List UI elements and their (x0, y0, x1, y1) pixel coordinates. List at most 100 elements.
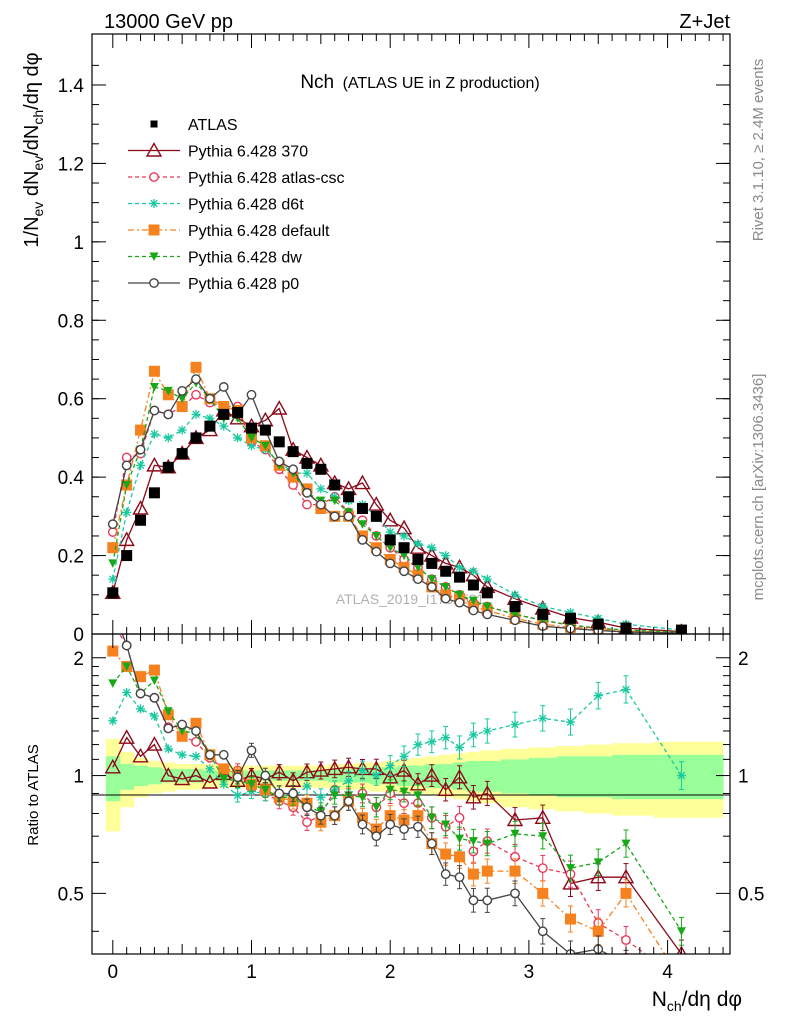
ratio-point-p370 (479, 785, 496, 800)
main-plot-area: ATLAS_2019_I1736531 (104, 361, 688, 634)
header-right: Z+Jet (679, 11, 730, 33)
point-d6t (427, 543, 437, 553)
point-p370 (271, 400, 288, 415)
point-dw (260, 441, 270, 451)
point-d6t (593, 613, 603, 623)
point-dw (371, 531, 381, 541)
point-p370 (368, 496, 385, 511)
point-d6t (205, 413, 215, 423)
ratio-xlabel: Nch/dη dφ (652, 988, 742, 1014)
ratio-point-p0 (149, 692, 160, 703)
ratio-point-dw (219, 774, 229, 784)
main-ytick-label: 1 (73, 233, 84, 254)
point-atlas (565, 612, 576, 624)
point-default (148, 365, 160, 377)
ratio-point-p0 (260, 770, 271, 781)
point-p370 (118, 531, 135, 547)
legend-label: ATLAS (188, 117, 238, 134)
point-atlas (370, 510, 382, 522)
ratio-point-p0 (288, 788, 299, 799)
xtick-label: 4 (662, 962, 673, 983)
legend-marker (149, 199, 159, 208)
ratio-point-default (620, 887, 632, 899)
point-d6t (177, 425, 187, 435)
point-default (190, 361, 202, 373)
ratio-point-d6t (316, 792, 326, 802)
ratio-point-dw (163, 707, 173, 716)
point-d6t (413, 539, 423, 549)
ratio-ylabel: Ratio to ATLAS (25, 744, 42, 845)
xtick-label: 3 (524, 962, 535, 983)
ratio-point-p0 (232, 772, 243, 783)
ratio-series-p0 (121, 634, 629, 954)
ratio-point-p0 (204, 749, 215, 760)
ratio-point-p0 (510, 888, 520, 899)
point-atlas (315, 463, 327, 475)
legend-marker (149, 172, 159, 182)
ratio-point-d6t (136, 704, 146, 714)
band-green-segment (147, 767, 162, 785)
ylabel-sub2: ev (30, 156, 46, 171)
point-p0 (454, 597, 465, 608)
point-atlas (287, 446, 299, 458)
ratio-point-default (467, 868, 479, 880)
mcplots-label: mcplots.cern.ch [arXiv:1306.3436] (750, 374, 767, 601)
ratio-point-default (509, 865, 521, 877)
ratio-point-p370 (395, 762, 413, 777)
ratio-point-dw (566, 864, 575, 873)
band-green-segment (584, 756, 613, 798)
legend-marker (148, 224, 160, 236)
point-atlas (246, 422, 257, 434)
ratio-point-d6t (455, 742, 465, 752)
ratio-point-p0 (121, 640, 132, 651)
ratio-point-dw (413, 791, 423, 800)
main-ylabel: 1/Nev dNev/dNch/dη dφ (21, 52, 46, 247)
main-ytick-label: 0.8 (58, 311, 84, 332)
main-ytick-label: 0.4 (58, 468, 85, 489)
point-dw (427, 575, 437, 584)
ratio-point-atlascsc (621, 935, 631, 945)
ratio-point-p370 (451, 768, 468, 784)
ratio-point-default (537, 887, 549, 899)
point-p0 (302, 487, 312, 498)
point-dw (163, 386, 173, 396)
ratio-point-d6t (468, 730, 478, 740)
ratio-plot-area (92, 634, 730, 984)
point-p0 (204, 393, 215, 404)
ratio-point-dw (468, 837, 478, 846)
chart-title-sub: (ATLAS UE in Z production) (343, 75, 540, 92)
point-p0 (399, 566, 409, 577)
point-d6t (510, 590, 520, 600)
point-p0 (274, 456, 285, 467)
band-green-segment (612, 754, 655, 800)
ratio-point-d6t (413, 740, 423, 750)
legend-label: Pythia 6.428 dw (188, 250, 302, 267)
band-green-segment (480, 760, 502, 792)
xtick-label: 2 (385, 962, 396, 983)
point-p0 (246, 389, 257, 400)
band-green-segment (653, 754, 724, 800)
ratio-point-default (440, 848, 452, 860)
point-atlas (259, 424, 271, 436)
ratio-point-dw (455, 834, 465, 844)
ratio-ytick-label: 2 (73, 649, 84, 670)
point-p0 (149, 405, 160, 416)
ylabel-part2: dN (21, 171, 43, 202)
ratio-point-dw (371, 803, 381, 812)
ratio-point-p370 (590, 868, 607, 884)
point-d6t (163, 433, 173, 443)
ratio-point-p370 (173, 770, 191, 786)
ratio-point-p0 (329, 810, 340, 821)
ratio-point-p370 (104, 758, 121, 774)
point-dw (149, 382, 159, 392)
point-p0 (315, 499, 326, 510)
ratio-point-p370 (465, 788, 482, 804)
band-green-segment (119, 764, 135, 790)
ratio-frame (91, 633, 731, 955)
ratio-point-d6t (441, 733, 451, 743)
band-green-segment (501, 759, 530, 794)
ratio-point-dw (427, 813, 437, 823)
band-green-segment (556, 756, 585, 798)
ratio-point-atlascsc (677, 976, 685, 984)
point-p0 (343, 511, 354, 522)
